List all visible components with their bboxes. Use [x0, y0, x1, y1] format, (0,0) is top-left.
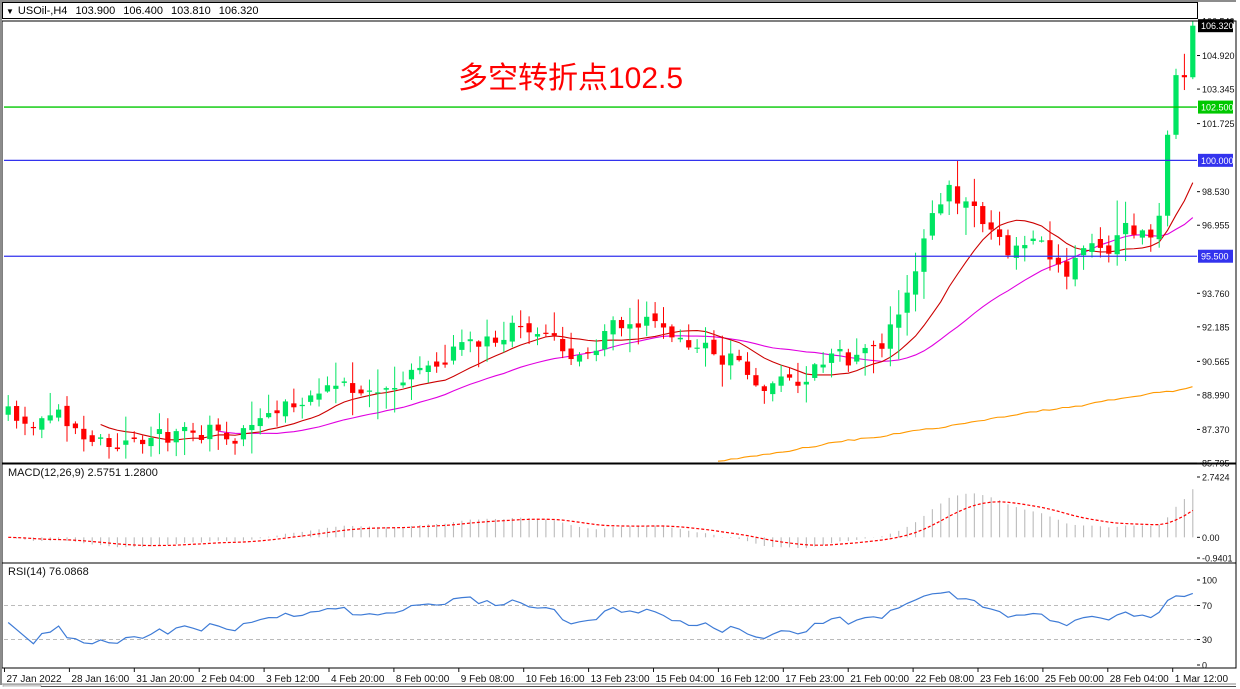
svg-text:3 Feb 12:00: 3 Feb 12:00 [266, 674, 320, 685]
svg-text:10 Feb 16:00: 10 Feb 16:00 [526, 674, 585, 685]
svg-text:4 Feb 20:00: 4 Feb 20:00 [331, 674, 385, 685]
svg-text:1 Mar 12:00: 1 Mar 12:00 [1175, 674, 1229, 685]
svg-text:9 Feb 08:00: 9 Feb 08:00 [461, 674, 515, 685]
svg-text:31 Jan 20:00: 31 Jan 20:00 [136, 674, 194, 685]
svg-text:RSI(14) 76.0868: RSI(14) 76.0868 [8, 566, 89, 578]
svg-text:15 Feb 04:00: 15 Feb 04:00 [656, 674, 715, 685]
svg-text:21 Feb 00:00: 21 Feb 00:00 [850, 674, 909, 685]
svg-text:0.00: 0.00 [1202, 533, 1220, 543]
svg-text:104.920: 104.920 [1202, 51, 1235, 61]
svg-text:28 Feb 04:00: 28 Feb 04:00 [1110, 674, 1169, 685]
svg-text:27 Jan 2022: 27 Jan 2022 [7, 674, 62, 685]
svg-text:22 Feb 08:00: 22 Feb 08:00 [915, 674, 974, 685]
svg-text:70: 70 [1202, 601, 1212, 611]
svg-text:-0.9401: -0.9401 [1202, 554, 1233, 564]
svg-text:13 Feb 23:00: 13 Feb 23:00 [591, 674, 650, 685]
svg-text:2 Feb 04:00: 2 Feb 04:00 [201, 674, 255, 685]
svg-text:92.185: 92.185 [1202, 322, 1230, 332]
svg-text:100.000: 100.000 [1201, 156, 1234, 166]
svg-text:96.955: 96.955 [1202, 221, 1230, 231]
svg-text:16 Feb 12:00: 16 Feb 12:00 [720, 674, 779, 685]
svg-text:90.565: 90.565 [1202, 357, 1230, 367]
svg-text:28 Jan 16:00: 28 Jan 16:00 [71, 674, 129, 685]
svg-text:103.345: 103.345 [1202, 85, 1235, 95]
svg-text:95.500: 95.500 [1201, 252, 1229, 262]
svg-text:88.990: 88.990 [1202, 390, 1230, 400]
svg-text:多空转折点102.5: 多空转折点102.5 [458, 62, 683, 95]
svg-text:25 Feb 00:00: 25 Feb 00:00 [1045, 674, 1104, 685]
svg-text:30: 30 [1202, 635, 1212, 645]
svg-text:98.530: 98.530 [1202, 187, 1230, 197]
svg-text:100: 100 [1202, 576, 1217, 586]
svg-text:2.7424: 2.7424 [1202, 473, 1230, 483]
svg-text:87.370: 87.370 [1202, 425, 1230, 435]
svg-text:106.320: 106.320 [1201, 21, 1234, 31]
svg-text:0: 0 [1202, 661, 1207, 671]
svg-text:23 Feb 16:00: 23 Feb 16:00 [980, 674, 1039, 685]
svg-text:101.725: 101.725 [1202, 119, 1235, 129]
svg-text:93.760: 93.760 [1202, 289, 1230, 299]
svg-text:8 Feb 00:00: 8 Feb 00:00 [396, 674, 450, 685]
svg-text:17 Feb 23:00: 17 Feb 23:00 [785, 674, 844, 685]
svg-text:102.500: 102.500 [1201, 103, 1234, 113]
svg-text:MACD(12,26,9) 2.5751 1.2800: MACD(12,26,9) 2.5751 1.2800 [8, 467, 158, 479]
